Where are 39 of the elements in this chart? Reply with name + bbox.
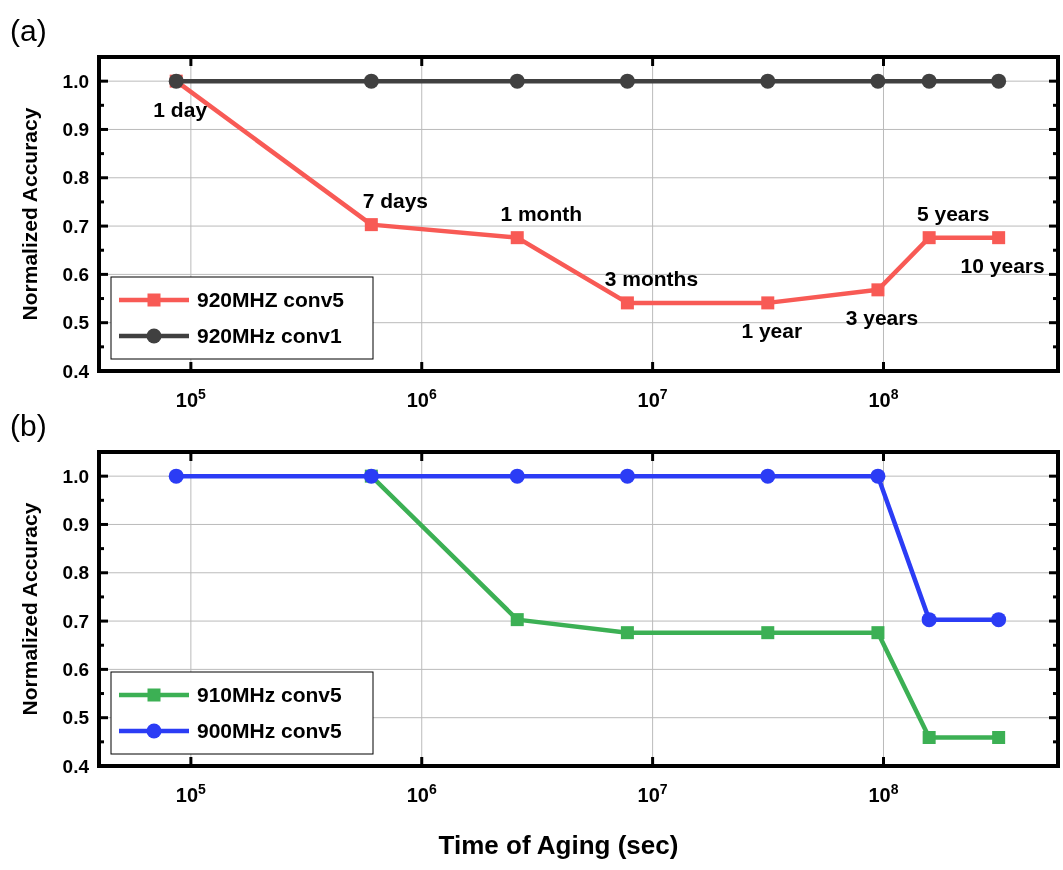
- annotation: 1 day: [153, 97, 208, 121]
- y-tick-label: 0.5: [62, 707, 90, 729]
- legend-label: 920MHz conv1: [197, 324, 343, 348]
- y-tick-label: 0.8: [62, 562, 89, 584]
- x-tick-label: 10$^{5}$: [175, 386, 207, 411]
- annotation: 10 years: [960, 254, 1045, 278]
- x-axis-title: Time of Aging (sec): [438, 830, 679, 860]
- annotation: 3 years: [845, 306, 919, 330]
- y-axis-title: Normalized Accuracy: [18, 502, 41, 716]
- annotation: 1 month: [500, 202, 583, 226]
- legend-label: 920MHZ conv5: [197, 288, 345, 312]
- y-tick-label: 0.4: [62, 755, 90, 777]
- y-tick-label: 0.9: [62, 119, 89, 141]
- y-tick-label: 0.6: [62, 659, 89, 681]
- chart-title: (b): [10, 409, 47, 442]
- y-tick-label: 0.5: [62, 312, 90, 334]
- annotation: 5 years: [916, 202, 990, 226]
- annotation: 7 days: [362, 188, 429, 212]
- x-tick-label: 10$^{6}$: [406, 781, 437, 806]
- y-tick-label: 0.9: [62, 514, 89, 536]
- legend-label: 900MHz conv5: [197, 719, 343, 743]
- annotation: 3 months: [604, 267, 699, 291]
- x-tick-label: 10$^{8}$: [868, 781, 899, 806]
- x-tick-label: 10$^{5}$: [175, 781, 207, 806]
- y-tick-label: 1.0: [62, 465, 89, 487]
- y-tick-label: 0.8: [62, 167, 89, 189]
- y-axis-title: Normalized Accuracy: [18, 107, 41, 321]
- y-tick-label: 0.6: [62, 264, 89, 286]
- legend-label: 910MHz conv5: [197, 683, 343, 707]
- y-tick-label: 1.0: [62, 70, 89, 92]
- y-tick-label: 0.7: [62, 215, 89, 237]
- x-tick-label: 10$^{7}$: [637, 386, 668, 411]
- annotation: 1 year: [741, 319, 803, 343]
- y-tick-label: 0.7: [62, 610, 89, 632]
- x-tick-label: 10$^{7}$: [637, 781, 668, 806]
- x-tick-label: 10$^{8}$: [868, 386, 899, 411]
- y-tick-label: 0.4: [62, 360, 90, 382]
- x-tick-label: 10$^{6}$: [406, 386, 437, 411]
- chart-title: (a): [10, 14, 47, 47]
